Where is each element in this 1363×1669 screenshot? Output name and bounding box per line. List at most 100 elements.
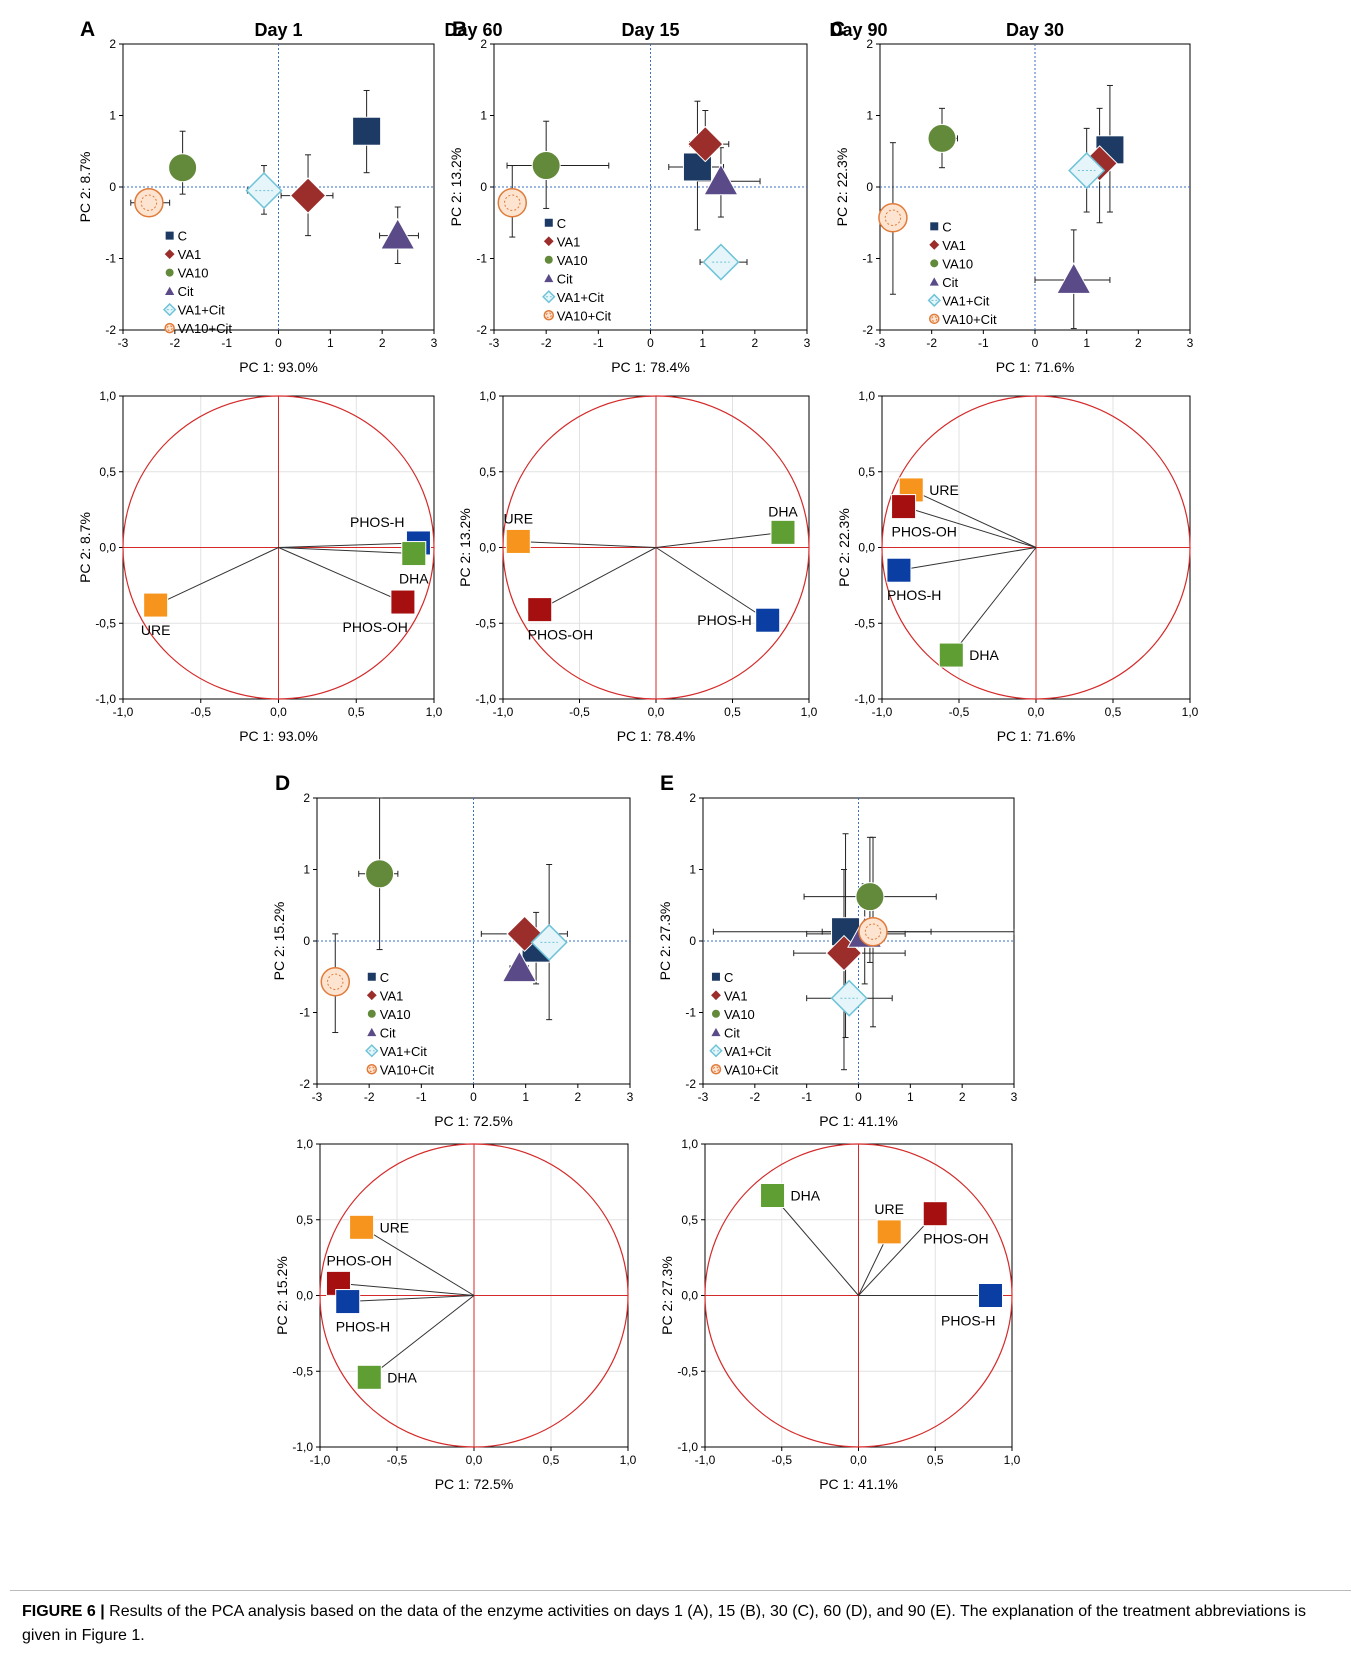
scatter-xtick-label: 1 — [699, 336, 706, 350]
point-va10 — [855, 882, 885, 912]
legend-marker — [163, 284, 176, 296]
loading-vector — [278, 542, 419, 548]
loading-label: PHOS-H — [941, 1313, 995, 1329]
unit-circle — [881, 395, 1191, 700]
point-va10-cit-hatch — [140, 194, 158, 211]
loading-marker-phos-oh — [891, 494, 917, 520]
point-va10 — [365, 859, 395, 889]
loading-vector — [368, 1295, 475, 1378]
loadings-x-axis-label: PC 1: 71.6% — [997, 728, 1076, 744]
scatter-x-axis-label: PC 1: 72.5% — [434, 1113, 513, 1129]
loadings-ytick-label: -0,5 — [95, 616, 116, 630]
point-cit — [1056, 262, 1092, 294]
legend-label: VA1+Cit — [942, 293, 989, 308]
scatter-ytick-label: -2 — [862, 323, 873, 337]
legend-label: Cit — [942, 275, 958, 290]
loadings-y-axis-label: PC 2: 8.7% — [77, 512, 93, 583]
scatter-xtick-label: -3 — [698, 1090, 709, 1104]
legend-label: VA1 — [380, 988, 404, 1003]
loading-vector — [655, 531, 784, 548]
loadings-ytick-label: -0,5 — [475, 616, 496, 630]
legend-marker — [929, 313, 940, 325]
legend-marker — [542, 290, 556, 304]
loading-vector — [278, 547, 404, 603]
loadings-ytick-label: 0,0 — [99, 541, 116, 555]
scatter-xtick-label: -3 — [875, 336, 886, 350]
loadings-xtick-label: 0,5 — [927, 1453, 944, 1467]
loadings-ytick-label: -1,0 — [292, 1440, 313, 1454]
scatter-ytick-label: -1 — [862, 252, 873, 266]
scatter-xtick-label: 3 — [1187, 336, 1194, 350]
loading-marker-phos-h — [886, 557, 912, 583]
point-va10-cit-hatch — [504, 194, 521, 211]
loadings-ytick-label: 0,5 — [858, 465, 875, 479]
loadings-chart-b: -1,0 -0,5 0,0 0,5 1,0 -1,0 -0,5 0,0 0,5 1,0 PC 1: … — [457, 389, 818, 744]
legend-marker — [164, 230, 175, 241]
loadings-ytick-label: 0,5 — [99, 465, 116, 479]
unit-circle — [319, 1143, 629, 1448]
scatter-xtick-label: -1 — [978, 336, 989, 350]
legend-marker — [162, 302, 177, 317]
loading-vector — [772, 1195, 859, 1296]
scatter-ytick-label: 1 — [866, 109, 873, 123]
loadings-x-axis-label: PC 1: 78.4% — [617, 728, 696, 744]
chart-title: Day 30 — [1006, 20, 1064, 40]
legend-marker — [542, 271, 556, 284]
scatter-x-axis-label: PC 1: 78.4% — [611, 359, 690, 375]
point-va10-cit — [878, 202, 908, 233]
legend-label: Cit — [724, 1025, 740, 1040]
loading-marker-phos-oh — [390, 589, 416, 615]
legend-marker — [164, 267, 175, 278]
loading-label: URE — [874, 1201, 904, 1217]
scatter-xtick-label: -2 — [749, 1090, 760, 1104]
loadings-ytick-label: -0,5 — [854, 616, 875, 630]
scatter-ytick-label: 0 — [303, 934, 310, 948]
scatter-xtick-label: 2 — [574, 1090, 581, 1104]
loadings-ytick-label: 0,5 — [479, 465, 496, 479]
legend-marker-hatch — [545, 312, 552, 319]
loadings-xtick-label: -0,5 — [569, 705, 590, 719]
loadings-xtick-label: 0,5 — [348, 705, 365, 719]
loadings-xtick-label: 1,0 — [1004, 1453, 1021, 1467]
loading-vector — [361, 1226, 475, 1296]
loading-marker-dha — [356, 1364, 382, 1390]
legend-marker — [710, 971, 721, 982]
legend-marker — [542, 234, 556, 248]
loading-vector — [911, 489, 1037, 548]
scatter-y-axis-label: PC 2: 8.7% — [77, 152, 93, 223]
scatter-ytick-label: 2 — [109, 37, 116, 51]
legend-marker — [543, 310, 555, 321]
loading-label: DHA — [399, 571, 429, 587]
loadings-ytick-label: -1,0 — [854, 692, 875, 706]
caption-text: Results of the PCA analysis based on the… — [22, 1603, 1306, 1644]
legend-label: VA10 — [557, 253, 588, 268]
loading-marker-dha — [938, 642, 964, 668]
legend-label: C — [178, 229, 187, 244]
point-va10-cit-hatch — [327, 973, 344, 990]
scatter-xtick-label: 3 — [431, 336, 438, 350]
loadings-xtick-label: -0,5 — [387, 1453, 408, 1467]
scatter-y-axis-label: PC 2: 15.2% — [271, 902, 287, 981]
legend-label: VA1 — [724, 988, 748, 1003]
loadings-ytick-label: 1,0 — [296, 1137, 313, 1151]
scatter-y-axis-label: PC 2: 27.3% — [657, 902, 673, 981]
scatter-y-axis-label: PC 2: 13.2% — [448, 148, 464, 227]
loading-vector — [858, 1213, 936, 1296]
scatter-xtick-label: 3 — [804, 336, 811, 350]
loadings-xtick-label: -0,5 — [949, 705, 970, 719]
loadings-y-axis-label: PC 2: 13.2% — [457, 508, 473, 587]
scatter-xtick-label: 2 — [959, 1090, 966, 1104]
scatter-xtick-label: -3 — [312, 1090, 323, 1104]
loadings-x-axis-label: PC 1: 93.0% — [239, 728, 318, 744]
loadings-chart-c: -1,0 -0,5 0,0 0,5 1,0 -1,0 -0,5 0,0 0,5 1,0 PC 1: … — [836, 389, 1199, 744]
point-cit — [703, 163, 739, 196]
legend-marker — [927, 238, 941, 252]
loading-marker-phos-oh — [922, 1201, 948, 1227]
point-va10-cit — [134, 187, 164, 218]
loadings-y-axis-label: PC 2: 22.3% — [836, 508, 852, 587]
legend-label: VA10+Cit — [178, 321, 233, 336]
loadings-ytick-label: 1,0 — [479, 389, 496, 403]
